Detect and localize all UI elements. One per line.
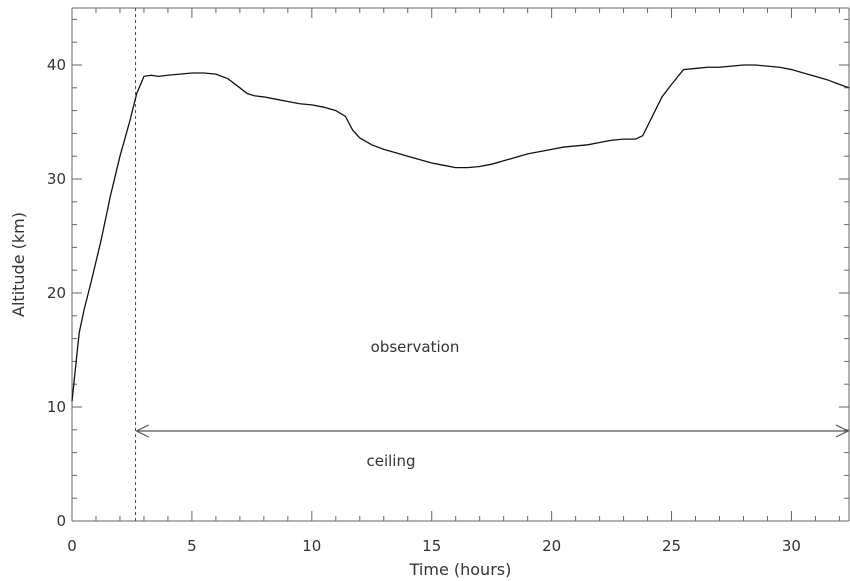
y-tick-label: 0 — [56, 512, 66, 530]
y-tick-label: 20 — [47, 284, 66, 302]
x-tick-label: 15 — [422, 537, 441, 555]
x-tick-label: 25 — [662, 537, 681, 555]
y-tick-label: 10 — [47, 398, 66, 416]
x-tick-label: 20 — [542, 537, 561, 555]
y-tick-label: 40 — [47, 56, 66, 74]
x-tick-label: 5 — [187, 537, 197, 555]
x-tick-label: 10 — [302, 537, 321, 555]
y-axis-label: Altitude (km) — [9, 212, 28, 317]
x-axis-ticks: 0 5 10 15 20 25 30 — [67, 8, 840, 555]
annotation-layer — [135, 424, 850, 438]
altitude-series-line — [71, 64, 850, 402]
arrow-right-head — [835, 424, 850, 438]
x-tick-label: 0 — [67, 537, 77, 555]
observation-label: observation — [371, 338, 460, 356]
x-tick-label: 30 — [782, 537, 801, 555]
y-axis-ticks: 0 10 20 30 40 — [47, 18, 849, 530]
x-axis-label: Time (hours) — [409, 560, 512, 579]
ceiling-label: ceiling — [366, 452, 415, 470]
plot-frame — [71, 7, 850, 522]
y-tick-label: 30 — [47, 170, 66, 188]
arrow-left-head — [135, 424, 149, 438]
series-layer — [71, 64, 850, 402]
